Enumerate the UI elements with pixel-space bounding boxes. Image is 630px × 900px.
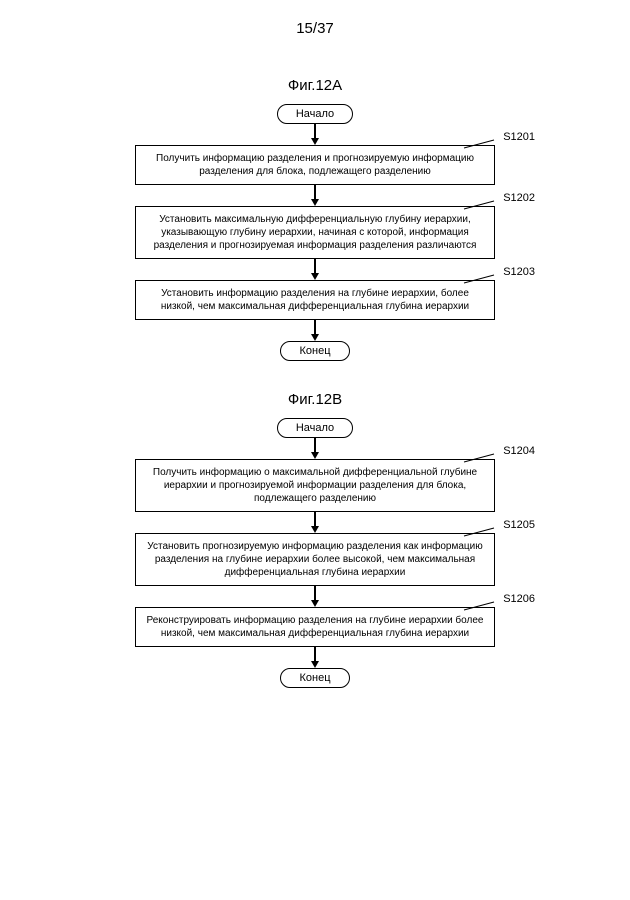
flowchart-12a: Фиг.12A Начало S1201 Получить информацию… [115, 77, 515, 361]
step-box: Получить информацию разделения и прогноз… [135, 145, 495, 185]
step-s1206: S1206 Реконструировать информацию раздел… [135, 607, 495, 647]
arrow-icon [315, 586, 316, 607]
leader-line-icon [464, 528, 500, 538]
arrow-icon [315, 438, 316, 459]
step-box: Установить информацию разделения на глуб… [135, 280, 495, 320]
step-label: S1203 [503, 266, 535, 278]
step-label: S1206 [503, 593, 535, 605]
terminal-end-a: Конец [280, 341, 349, 361]
flowchart-12b: Фиг.12B Начало S1204 Получить информацию… [115, 391, 515, 688]
arrow-icon [315, 320, 316, 341]
leader-line-icon [464, 201, 500, 211]
page-number: 15/37 [0, 20, 630, 37]
step-s1205: S1205 Установить прогнозируемую информац… [135, 533, 495, 586]
leader-line-icon [464, 140, 500, 150]
step-box: Получить информацию о максимальной диффе… [135, 459, 495, 512]
leader-line-icon [464, 275, 500, 285]
step-label: S1205 [503, 519, 535, 531]
step-label: S1204 [503, 445, 535, 457]
terminal-end-b: Конец [280, 668, 349, 688]
leader-line-icon [464, 454, 500, 464]
terminal-start-b: Начало [277, 418, 353, 438]
step-label: S1201 [503, 131, 535, 143]
arrow-icon [315, 124, 316, 145]
page: 15/37 Фиг.12A Начало S1201 Получить инфо… [0, 0, 630, 900]
step-s1204: S1204 Получить информацию о максимальной… [135, 459, 495, 512]
figure-title-b: Фиг.12B [288, 391, 342, 408]
leader-line-icon [464, 602, 500, 612]
step-s1203: S1203 Установить информацию разделения н… [135, 280, 495, 320]
step-box: Установить максимальную дифференциальную… [135, 206, 495, 259]
step-s1202: S1202 Установить максимальную дифференци… [135, 206, 495, 259]
step-s1201: S1201 Получить информацию разделения и п… [135, 145, 495, 185]
step-box: Реконструировать информацию разделения н… [135, 607, 495, 647]
terminal-start-a: Начало [277, 104, 353, 124]
arrow-icon [315, 647, 316, 668]
arrow-icon [315, 259, 316, 280]
step-box: Установить прогнозируемую информацию раз… [135, 533, 495, 586]
arrow-icon [315, 512, 316, 533]
figure-title-a: Фиг.12A [288, 77, 342, 94]
step-label: S1202 [503, 192, 535, 204]
arrow-icon [315, 185, 316, 206]
